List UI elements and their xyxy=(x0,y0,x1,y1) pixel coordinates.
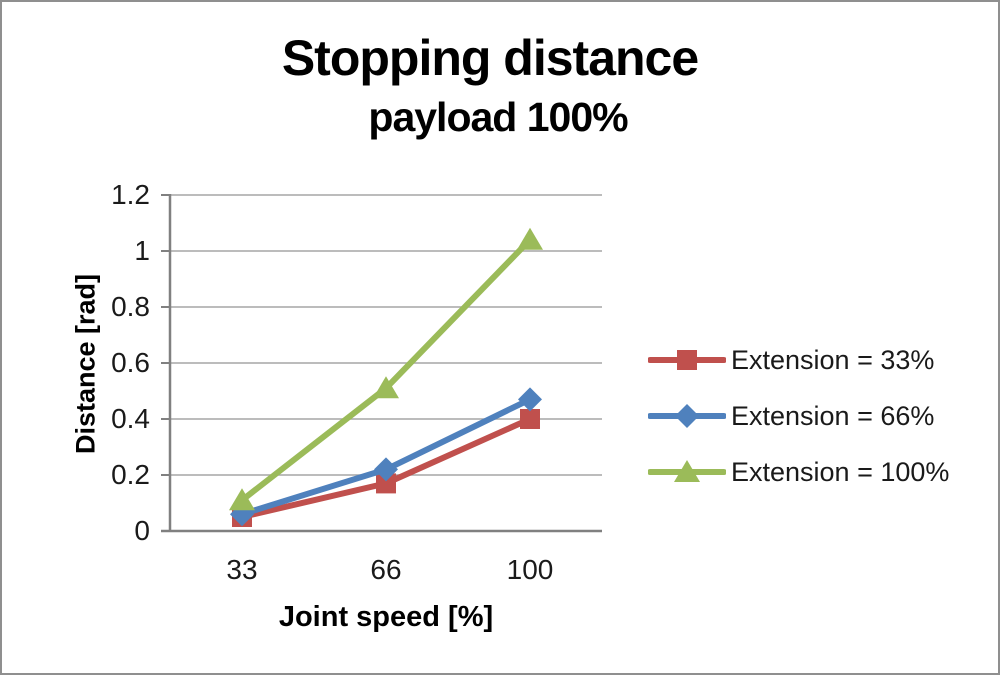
marker-extension-100-100 xyxy=(517,227,543,250)
x-tick-label: 66 xyxy=(370,554,402,585)
marker-extension-66-66 xyxy=(374,457,398,482)
legend-item-extension-100: Extension = 100% xyxy=(648,455,949,489)
marker-extension-33-33 xyxy=(232,507,252,527)
legend-item-extension-33: Extension = 33% xyxy=(648,343,934,377)
x-tick-label: 100 xyxy=(506,554,554,585)
y-tick-label: 1 xyxy=(134,235,150,266)
marker-extension-33-100 xyxy=(520,409,540,429)
x-axis-label: Joint speed [%] xyxy=(278,601,494,633)
legend-marker-triangle xyxy=(674,460,700,482)
marker-extension-33-66 xyxy=(376,473,396,494)
y-tick-label: 0.2 xyxy=(111,459,150,490)
y-tick-label: 0.6 xyxy=(111,347,150,378)
x-tick-label: 33 xyxy=(226,554,258,585)
chart-title: Stopping distance xyxy=(281,30,699,86)
legend-swatch-square xyxy=(648,350,726,370)
marker-extension-66-100 xyxy=(518,387,542,412)
series-line-extension-66 xyxy=(239,396,533,518)
legend-marker-square xyxy=(677,350,697,370)
marker-extension-66-33 xyxy=(230,502,254,527)
series-line-extension-33 xyxy=(239,416,533,520)
y-tick-label: 0.4 xyxy=(111,403,150,434)
marker-extension-100-33 xyxy=(229,488,255,511)
legend-item-extension-66: Extension = 66% xyxy=(648,399,934,433)
series-line-extension-100 xyxy=(239,236,533,504)
y-tick-label: 0.8 xyxy=(111,291,150,322)
legend-label: Extension = 66% xyxy=(731,400,935,431)
y-tick-label: 0 xyxy=(134,515,150,546)
legend-swatch-triangle xyxy=(648,460,726,482)
marker-extension-100-66 xyxy=(373,376,399,399)
chart-subtitle: payload 100% xyxy=(368,94,628,140)
legend-label: Extension = 100% xyxy=(731,456,950,487)
legend-label: Extension = 33% xyxy=(731,344,935,375)
y-tick-label: 1.2 xyxy=(111,179,150,210)
legend-swatch-diamond xyxy=(648,404,726,428)
legend-marker-diamond xyxy=(675,404,699,428)
